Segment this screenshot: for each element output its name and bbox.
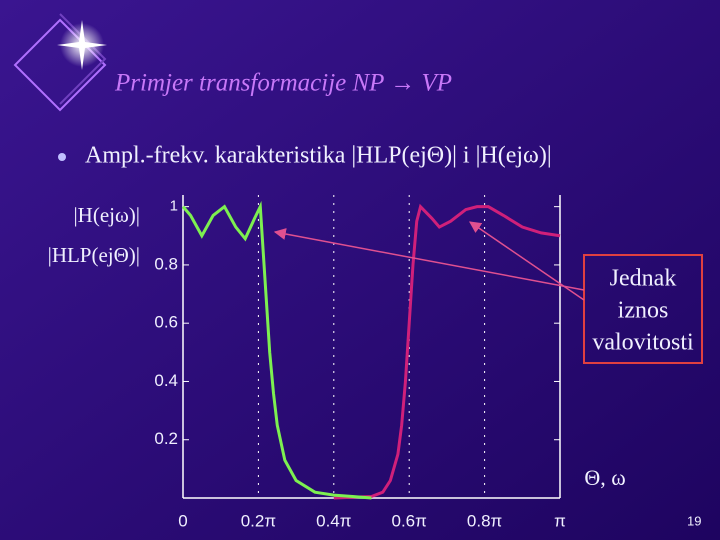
y-tick-label: 0.8 [154, 254, 178, 273]
x-tick-label: 0.6π [392, 511, 427, 530]
x-tick-label: 0.4π [316, 511, 351, 530]
annotation: Jednak [610, 266, 677, 292]
x-tick-label: 0.8π [467, 511, 502, 530]
legend-label: |H(ejω)| [73, 203, 140, 227]
x-tick-label: 0 [178, 511, 187, 530]
bullet-text: Ampl.-frekv. karakteristika |HLP(ejΘ)| i… [85, 143, 552, 169]
annotation: valovitosti [592, 330, 694, 356]
series-line [181, 200, 372, 500]
annotation-box [583, 254, 703, 364]
logo [13, 13, 107, 112]
arrow [469, 221, 585, 301]
page-number: 19 [687, 513, 701, 528]
arrow [273, 228, 585, 291]
y-tick-label: 0.6 [154, 313, 178, 332]
bullet-dot [58, 153, 66, 161]
x-tick-label: 0.2π [241, 511, 276, 530]
x-axis-label: Θ, ω [584, 465, 625, 490]
y-tick-label: 1 [170, 198, 178, 215]
y-tick-label: 0.2 [154, 429, 178, 448]
y-tick-label: 0.4 [154, 371, 178, 390]
series-line [333, 203, 561, 500]
x-tick-label: π [554, 511, 566, 530]
legend-label: |HLP(ejΘ)| [48, 243, 140, 267]
slide-title: Primjer transformacije NP → VP [114, 70, 452, 97]
annotation: iznos [618, 298, 669, 324]
